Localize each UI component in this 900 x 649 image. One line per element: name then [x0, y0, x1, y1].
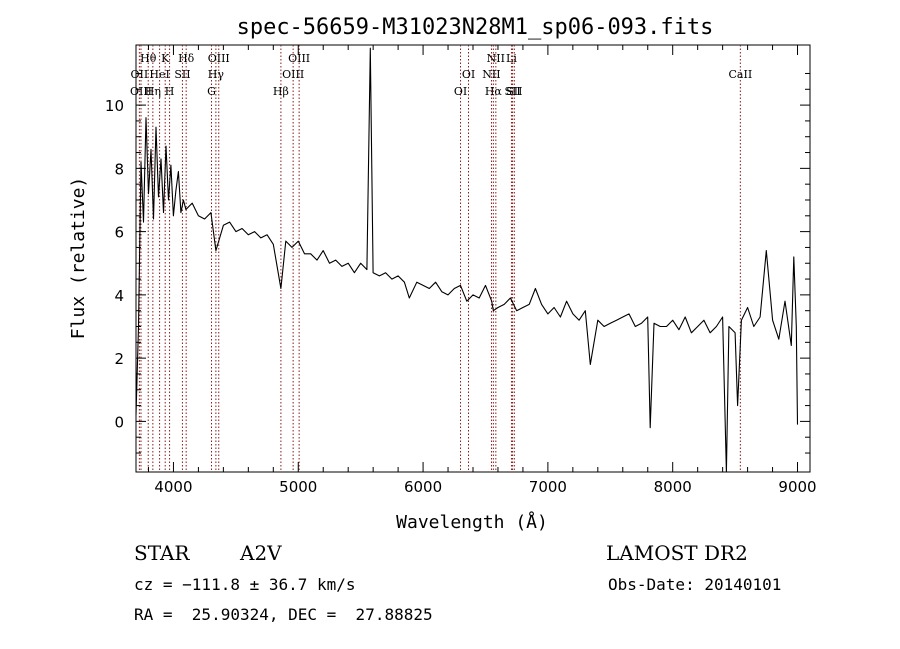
marker-label: Li: [506, 52, 517, 65]
marker-label: K: [161, 52, 170, 65]
observation-date: Obs-Date: 20140101: [608, 575, 781, 594]
marker-label: SII: [506, 85, 522, 98]
plot-frame: [135, 44, 811, 473]
y-tick-label: 2: [114, 350, 124, 368]
coordinates-line: RA = 25.90324, DEC = 27.88825: [134, 605, 433, 624]
redshift-line: cz = −111.8 ± 36.7 km/s: [134, 575, 356, 594]
y-tick-label: 4: [114, 287, 124, 305]
object-class: STAR: [134, 541, 190, 565]
marker-label: OII: [131, 68, 149, 81]
x-tick-label: 6000: [404, 478, 442, 496]
x-tick-label: 8000: [654, 478, 692, 496]
marker-label: HeI: [149, 68, 169, 81]
chart-title: spec-56659-M31023N28M1_sp06-093.fits: [237, 15, 714, 40]
marker-label: H: [165, 85, 175, 98]
y-tick-label: 8: [114, 160, 124, 178]
spectrum-line: [135, 47, 799, 473]
x-tick-label: 4000: [154, 478, 192, 496]
marker-label: OI: [454, 85, 467, 98]
x-tick-label: 7000: [529, 478, 567, 496]
marker-label: SII: [504, 85, 520, 98]
marker-lines: [138, 45, 741, 472]
y-tick-label: 6: [114, 224, 124, 242]
x-tick-label: 9000: [778, 478, 816, 496]
y-tick-label: 10: [105, 97, 124, 115]
survey-name: LAMOST DR2: [606, 541, 748, 565]
marker-label: NII: [482, 68, 500, 81]
marker-label: Hθ: [140, 52, 157, 65]
marker-label: OIII: [130, 85, 152, 98]
marker-label: Hη: [145, 85, 161, 98]
marker-label: Hβ: [273, 85, 289, 98]
marker-label: Hα: [485, 85, 503, 98]
y-axis-ticks: 0 2 4 6 8 10: [105, 72, 810, 454]
marker-label: CaII: [729, 68, 753, 81]
x-axis-label: Wavelength (Å): [396, 511, 548, 533]
marker-label: OIII: [282, 68, 304, 81]
series-group: [135, 47, 799, 473]
object-subclass: A2V: [239, 541, 282, 565]
marker-label: NII: [487, 52, 505, 65]
marker-label: Hγ: [208, 68, 225, 81]
y-axis-label: Flux (relative): [68, 177, 89, 340]
marker-label: Hδ: [178, 52, 195, 65]
marker-label: OI: [462, 68, 475, 81]
y-tick-label: 0: [114, 413, 124, 431]
marker-label: G: [207, 85, 216, 98]
marker-label: SII: [174, 68, 190, 81]
marker-label: OIII: [208, 52, 230, 65]
marker-label: OIII: [288, 52, 310, 65]
x-axis-ticks: 4000 5000 6000 7000 8000 9000: [147, 45, 817, 496]
x-tick-label: 5000: [279, 478, 317, 496]
